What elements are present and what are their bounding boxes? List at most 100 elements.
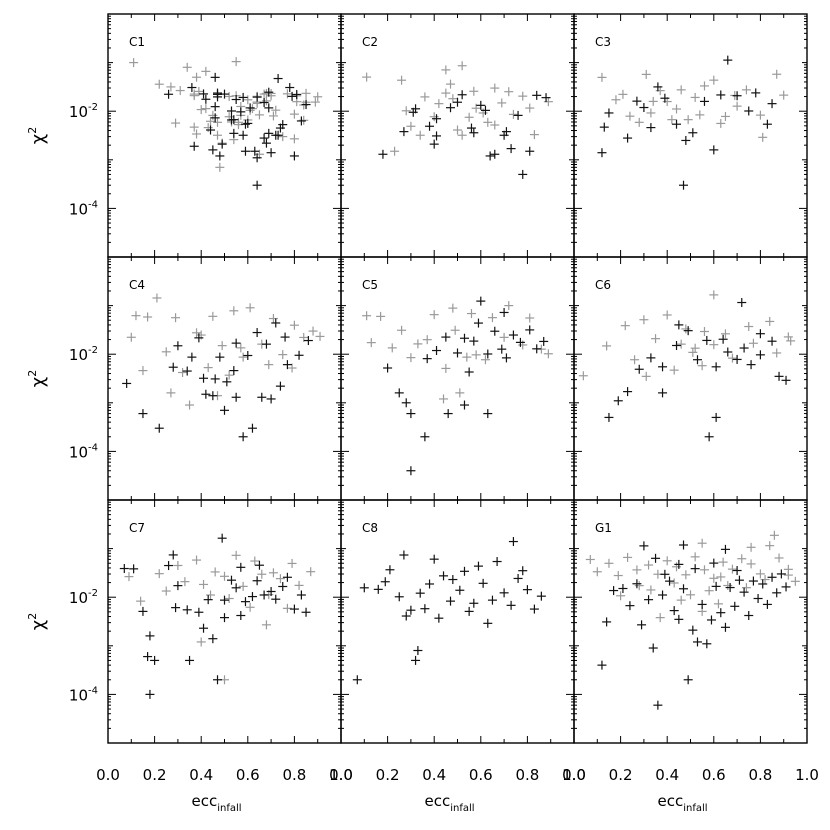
data-point-light [259,89,269,99]
data-point-dark [508,537,518,547]
data-point-dark [711,581,721,591]
data-point-dark [266,148,276,158]
data-point-dark [688,128,698,138]
data-point-dark [772,588,782,598]
data-point-dark [723,347,733,357]
data-point-dark [243,118,253,128]
data-point-dark [532,90,542,100]
data-point-light [611,95,621,105]
data-point-dark [406,466,416,476]
data-point-dark [373,584,383,594]
data-point-light [634,117,644,127]
data-point-light [543,97,553,107]
data-point-dark [282,572,292,582]
data-point-light [299,332,309,342]
data-point-light [390,146,400,156]
data-point-dark [273,74,283,84]
data-point-light [783,570,793,580]
data-point-dark [453,348,462,358]
data-point-dark [294,350,304,360]
data-point-dark [245,103,255,113]
data-point-light [406,353,416,363]
data-point-light [441,65,451,75]
data-point-dark [490,149,500,159]
data-point-dark [220,613,229,623]
data-point-dark [408,107,418,117]
data-point-dark [266,587,276,597]
data-point-light [592,567,602,577]
data-point-light [713,599,723,609]
y-axis-label: χ2 [26,613,49,630]
x-tick-label: 0.4 [189,766,213,784]
data-point-light [161,347,171,357]
x-axis-label: eccinfall [191,792,241,814]
data-point-dark [240,119,250,129]
data-point-dark [723,55,733,65]
data-point-dark [129,564,139,574]
data-point-light [662,556,672,566]
data-point-light [602,341,612,351]
data-point-light [206,116,216,126]
data-point-dark [201,94,211,104]
data-point-dark [220,595,229,605]
data-point-dark [755,350,765,360]
data-point-light [173,561,183,571]
data-point-light [646,108,656,118]
data-point-dark [264,128,274,138]
x-tick-label: 0.0 [562,766,586,784]
data-point-dark [725,583,735,593]
data-point-dark [217,533,227,543]
data-point-dark [399,127,409,137]
data-point-light [720,111,730,121]
data-point-dark [672,341,682,351]
data-point-light [669,365,679,375]
data-point-light [287,363,297,373]
data-point-dark [238,92,248,102]
data-point-light [690,92,700,102]
data-point-light [268,314,278,324]
data-point-light [282,89,292,99]
data-point-light [597,72,607,82]
data-point-dark [240,146,250,156]
data-point-dark [453,97,462,107]
data-point-light [453,125,462,135]
data-point-dark [648,643,658,653]
data-point-dark [226,115,236,125]
data-point-dark [476,100,486,110]
data-point-light [192,72,202,82]
data-point-light [308,326,318,336]
data-point-light [143,312,153,322]
data-point-dark [464,367,474,377]
panel-c7: C7 [107,499,342,744]
data-point-dark [238,432,248,442]
data-point-light [175,86,185,96]
data-point-dark [681,135,691,145]
data-point-light [741,85,751,95]
data-point-light [313,92,323,102]
data-point-light [634,581,644,591]
data-point-dark [767,572,777,582]
data-point-light [420,92,430,102]
data-point-dark [411,655,421,665]
data-point-dark [525,325,535,335]
data-point-light [525,313,535,323]
data-point-light [254,110,264,120]
data-point-dark [215,352,225,362]
data-point-light [525,103,535,113]
data-point-light [231,57,241,67]
data-point-light [201,66,211,76]
data-point-light [275,574,285,584]
data-point-light [786,336,796,346]
data-point-dark [604,108,614,118]
data-point-dark [658,362,668,372]
data-point-light [415,130,425,140]
data-point-dark [278,582,288,592]
data-point-light [208,110,218,120]
data-point-dark [236,562,246,572]
data-point-dark [525,146,535,156]
data-point-light [471,350,481,360]
data-point-dark [497,344,507,354]
data-point-light [723,581,733,591]
data-point-dark [709,145,719,155]
panel-frame [573,13,808,258]
